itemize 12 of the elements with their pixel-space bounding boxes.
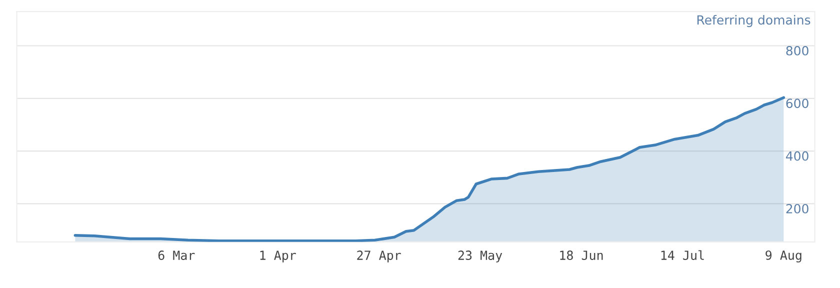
y-tick-label: 800 [786,46,808,56]
y-tick-label: 400 [786,151,808,161]
x-tick-label: 6 Mar [158,250,195,260]
y-axis-title: Referring domains [697,14,810,28]
x-tick-label: 27 Apr [357,250,401,262]
x-tick-label: 9 Aug [766,250,802,262]
x-tick-label: 1 Apr [260,250,296,262]
y-tick-label: 200 [786,204,808,214]
y-tick-label: 600 [786,98,808,108]
x-tick-label: 14 Jul [661,250,704,260]
x-tick-label: 23 May [458,250,502,262]
x-tick-label: 18 Jun [560,250,603,260]
